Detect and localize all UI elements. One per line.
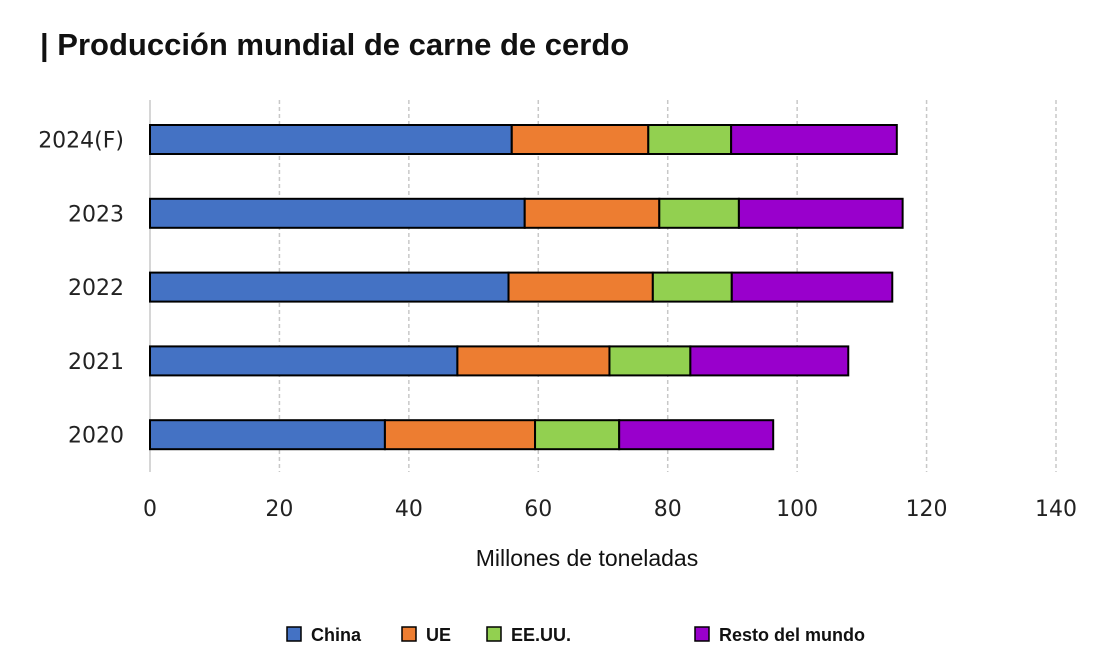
bar-segment <box>730 124 898 155</box>
bar-segment <box>737 197 904 229</box>
bar-segment <box>456 345 611 377</box>
bar-segment <box>523 197 661 229</box>
bar-segment <box>647 124 733 155</box>
legend-label: EE.UU. <box>511 625 571 645</box>
legend-swatch <box>486 626 502 642</box>
bar-segment <box>149 271 510 303</box>
legend-label: Resto del mundo <box>719 625 865 645</box>
bar-segment <box>689 345 850 377</box>
bar-segment <box>510 124 650 155</box>
x-tick-label: 120 <box>906 497 948 522</box>
legend-label: UE <box>426 625 451 645</box>
legend: China UE EE.UU. Resto del mundo <box>286 625 865 645</box>
bar-segment <box>149 197 526 229</box>
x-axis-tick-labels: 0 20 40 60 80 100 120 140 <box>143 497 1077 522</box>
y-tick-label: 2021 <box>68 350 124 375</box>
bar-segment <box>383 419 537 451</box>
bar-segment <box>608 345 692 377</box>
x-tick-label: 80 <box>654 497 682 522</box>
bar-segment <box>618 419 775 451</box>
x-tick-label: 100 <box>776 497 818 522</box>
bar-segment <box>149 124 513 155</box>
bar-segment <box>651 271 733 303</box>
chart-title: | Producción mundial de carne de cerdo <box>40 27 629 62</box>
bar-segment <box>658 197 740 229</box>
bar-segment <box>149 345 459 377</box>
x-tick-label: 20 <box>265 497 293 522</box>
bars <box>149 124 904 451</box>
legend-swatch <box>286 626 302 642</box>
bar-segment <box>534 419 621 451</box>
y-tick-label: 2024(F) <box>38 129 124 154</box>
bar-segment <box>507 271 654 303</box>
y-tick-label: 2020 <box>68 424 124 449</box>
y-axis-tick-labels: 2024(F) 2023 2022 2021 2020 <box>38 129 124 449</box>
x-tick-label: 60 <box>524 497 552 522</box>
legend-swatch <box>401 626 417 642</box>
x-tick-label: 0 <box>143 497 157 522</box>
y-tick-label: 2022 <box>68 276 124 301</box>
x-tick-label: 140 <box>1035 497 1077 522</box>
bar-segment <box>730 271 894 303</box>
y-tick-label: 2023 <box>68 202 124 227</box>
bar-segment <box>149 419 386 451</box>
x-axis-label: Millones de toneladas <box>476 545 698 571</box>
x-tick-label: 40 <box>395 497 423 522</box>
legend-label: China <box>311 625 362 645</box>
legend-swatch <box>694 626 710 642</box>
